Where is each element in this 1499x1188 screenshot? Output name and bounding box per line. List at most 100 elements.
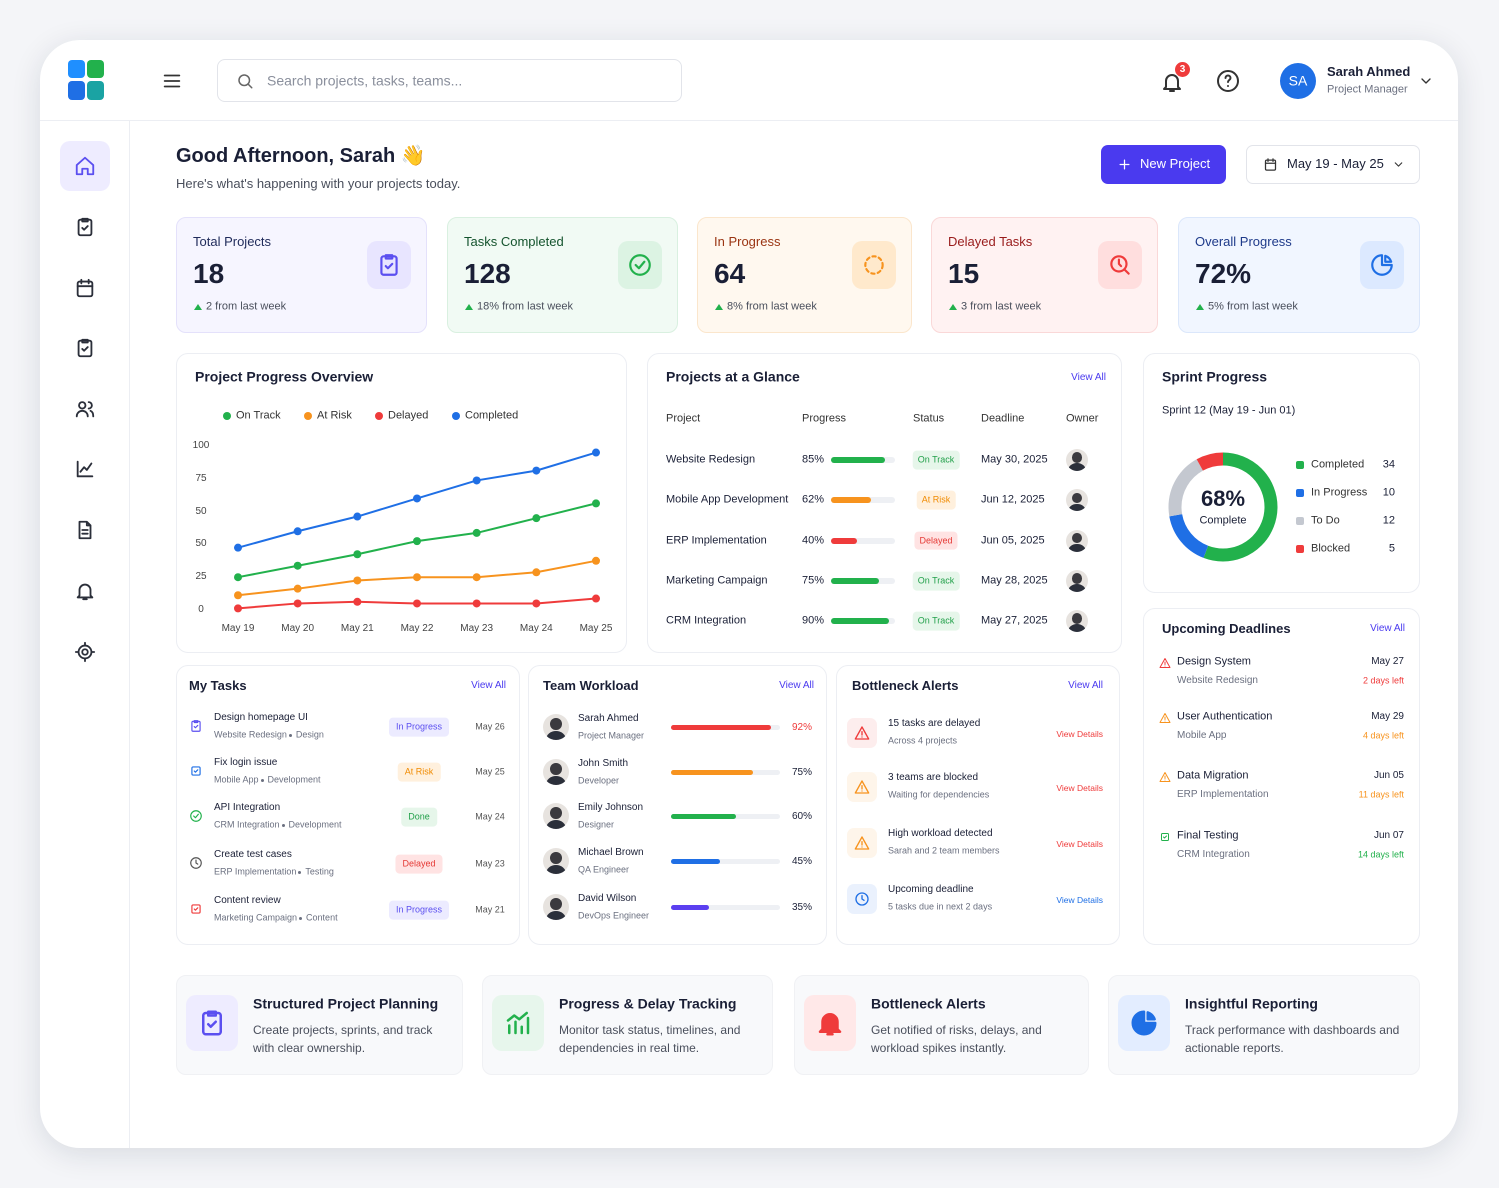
user-menu-chevron-part [1421, 78, 1431, 84]
card-title: Projects at a Glance [666, 368, 800, 385]
alert-title: 15 tasks are delayed [888, 718, 981, 729]
feature-icon-part-part [506, 1011, 530, 1035]
sprint-subtitle: Sprint 12 (May 19 - Jun 01) [1162, 404, 1296, 417]
member-avatar-head [550, 851, 562, 865]
series-point [413, 537, 421, 546]
logo-block [68, 60, 85, 78]
deadline-icon-part-part [1159, 772, 1171, 782]
owner-avatar [1066, 610, 1088, 633]
search-box[interactable] [217, 59, 682, 102]
sprint-legend-value: 5 [1388, 542, 1395, 555]
help-button[interactable] [1216, 69, 1240, 93]
x-tick-label: May 20 [281, 623, 315, 634]
deadline-remaining: 2 days left [1362, 675, 1404, 686]
plus-icon-part-part [1119, 159, 1129, 169]
view-all-link[interactable]: View All [779, 680, 814, 691]
nav-item[interactable] [74, 155, 96, 177]
user-avatar[interactable] [1280, 63, 1316, 99]
feature-icon-part [202, 1010, 222, 1036]
task-icon-part-part [190, 857, 202, 869]
progress-label: 40% [802, 534, 825, 546]
card-title: Upcoming Deadlines [1162, 621, 1291, 637]
nav-item[interactable] [74, 641, 96, 663]
nav-item[interactable] [74, 398, 96, 420]
stat-icon-box [367, 241, 411, 289]
calendar-icon-part [1264, 157, 1276, 171]
legend-label: On Track [236, 409, 281, 422]
task-date: May 25 [475, 766, 505, 777]
view-all-link[interactable]: View All [1068, 680, 1103, 691]
notification-bell[interactable] [1160, 70, 1184, 94]
stat-label: In Progress [714, 234, 781, 250]
date-range-button[interactable] [1246, 145, 1420, 184]
view-details-link[interactable]: View Details [1056, 894, 1103, 905]
stat-change: 3 from last week [961, 300, 1042, 313]
legend-swatch [1296, 517, 1304, 525]
project-name: ERP Implementation [666, 534, 767, 546]
deadline-remaining: 4 days left [1362, 730, 1404, 741]
view-details-link[interactable]: View Details [1056, 782, 1103, 793]
progress-label: 75% [802, 574, 825, 587]
task-date: May 23 [475, 858, 505, 869]
task-project: Website Redesign [214, 729, 287, 740]
menu-button[interactable] [161, 70, 183, 92]
stat-change: 18% from last week [477, 300, 573, 313]
feature-icon-part-part [207, 1010, 217, 1028]
date-range-label: May 19 - May 25 [1287, 156, 1384, 172]
view-all-link[interactable]: View All [1370, 623, 1405, 634]
search-icon-part [238, 74, 253, 89]
owner-avatar-head [1072, 613, 1082, 624]
y-tick-label: 25 [195, 571, 207, 583]
nav-item[interactable] [74, 519, 96, 541]
series-point [234, 591, 242, 600]
project-name: CRM Integration [666, 614, 747, 627]
view-details-link[interactable]: View Details [1056, 728, 1103, 739]
progress-label: 90% [802, 614, 825, 627]
stat-label: Tasks Completed [464, 234, 564, 250]
series-point [472, 599, 481, 608]
series-point [353, 597, 362, 606]
deadline-date: Jun 05 [1373, 770, 1404, 781]
owner-avatar [1066, 529, 1088, 552]
nav-item[interactable] [74, 337, 96, 359]
nav-item[interactable] [74, 216, 96, 238]
stat-change: 8% from last week [727, 300, 817, 313]
project-deadline: May 30, 2025 [981, 453, 1048, 466]
nav-item[interactable] [74, 458, 96, 480]
series-point [592, 594, 600, 603]
progress-bar [831, 457, 886, 463]
member-role: Project Manager [578, 730, 645, 741]
stat-label: Delayed Tasks [948, 234, 1033, 250]
legend-swatch [223, 412, 231, 420]
deadline-icon [1159, 830, 1171, 842]
x-tick-label: May 24 [519, 623, 553, 634]
nav-active-bg [60, 141, 110, 191]
stat-icon-part-part [380, 255, 398, 276]
feature-description: Monitor task status, timelines, and depe… [559, 1023, 741, 1055]
user-menu-chevron[interactable] [1418, 73, 1434, 89]
date-chevron-part-part [1394, 161, 1402, 167]
help-button-part [1217, 70, 1239, 92]
alert-icon-part [854, 726, 870, 740]
task-title: Fix login issue [214, 757, 278, 768]
view-details-link[interactable]: View Details [1056, 838, 1103, 849]
member-role: Designer [578, 819, 615, 830]
nav-item[interactable] [74, 580, 96, 602]
view-all-link[interactable]: View All [1071, 372, 1106, 383]
nav-item-part [75, 156, 95, 176]
view-all-link[interactable]: View All [471, 680, 506, 691]
progress-bar [831, 497, 871, 504]
menu-button-part [163, 74, 181, 88]
deadline-icon [1159, 711, 1171, 723]
feature-icon-part-part [1146, 1011, 1156, 1021]
deadline-icon [1159, 770, 1171, 782]
user-name: Sarah Ahmed [1327, 64, 1411, 80]
nav-item[interactable] [74, 277, 96, 299]
x-tick-label: May 25 [579, 623, 613, 634]
project-name: Mobile App Development [666, 493, 789, 506]
member-name: David Wilson [578, 893, 637, 904]
load-label: 45% [791, 856, 812, 867]
progress-label: 85% [802, 453, 825, 466]
y-tick-label: 50 [195, 505, 207, 517]
progress-label: 62% [802, 493, 825, 506]
